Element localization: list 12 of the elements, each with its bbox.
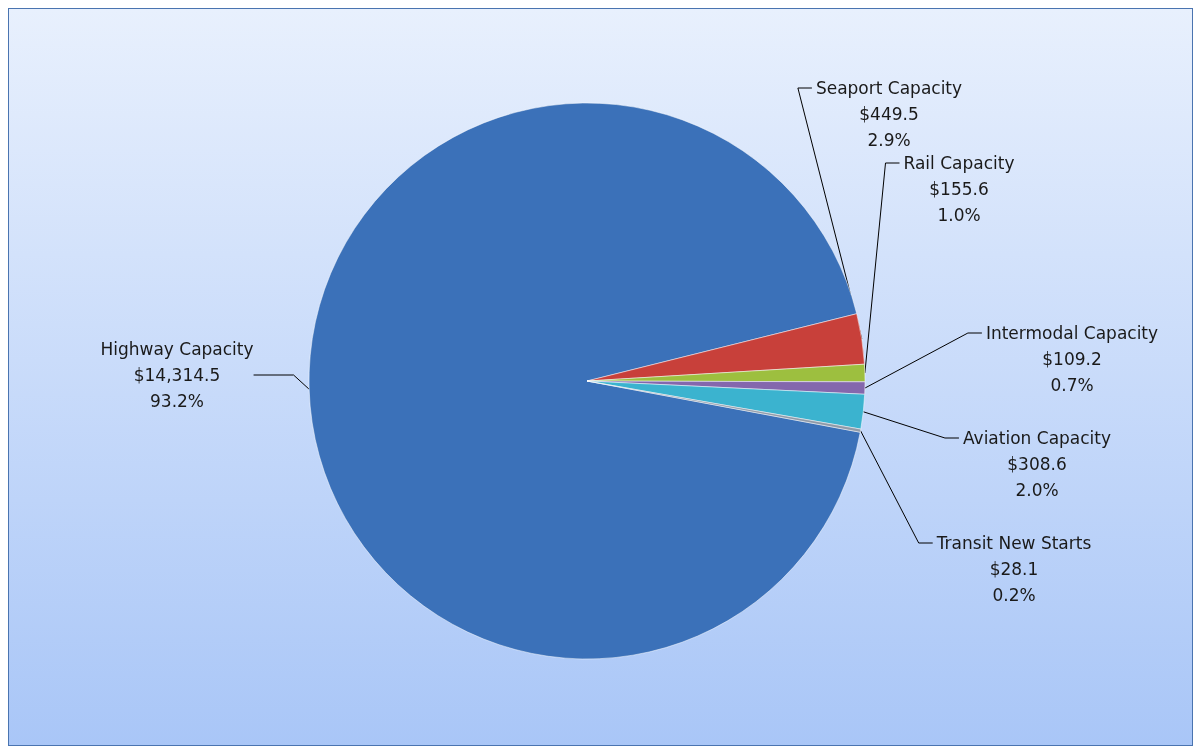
data-label: $14,314.5 93.2%: [133, 365, 221, 411]
slice-label: Aviation Capacity: [962, 428, 1112, 448]
slice-label: Rail Capacity: [903, 153, 1015, 173]
slice-label: Transit New Starts: [935, 533, 1092, 553]
data-label: $308.6 2.0%: [1007, 454, 1067, 500]
slice-label: Highway Capacity: [100, 339, 254, 359]
slice-label: Seaport Capacity: [815, 78, 963, 98]
data-label: $449.5 2.9%: [859, 104, 919, 150]
data-label: $155.6 1.0%: [929, 179, 989, 225]
data-label: $109.2 0.7%: [1042, 349, 1102, 395]
data-label: $28.1 0.2%: [989, 559, 1039, 605]
slice-label: Intermodal Capacity: [985, 323, 1159, 343]
